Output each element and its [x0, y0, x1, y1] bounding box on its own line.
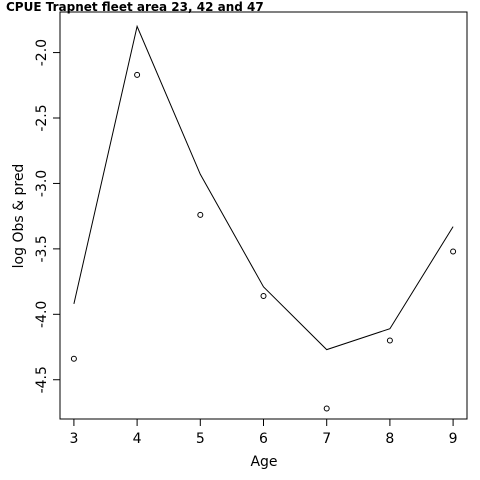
y-tick-label: -4.5 [34, 366, 50, 393]
x-tick-label: 7 [322, 431, 331, 447]
x-tick-label: 8 [385, 431, 394, 447]
y-tick-label: -3.0 [34, 170, 50, 197]
y-tick-label: -4.0 [34, 301, 50, 328]
x-tick-label: 5 [196, 431, 205, 447]
observed-point [260, 292, 267, 299]
y-axis-label: log Obs & pred [11, 164, 27, 269]
y-tick-label: -3.5 [34, 235, 50, 262]
observed-point [386, 337, 393, 344]
x-tick-label: 4 [133, 431, 142, 447]
observed-point [134, 71, 141, 78]
observed-point [70, 355, 77, 362]
observed-point [197, 211, 204, 218]
y-tick-label: -2.5 [34, 104, 50, 131]
y-tick-label: -2.0 [34, 39, 50, 66]
observed-point [450, 248, 457, 255]
series-layer [70, 24, 457, 412]
x-axis: 3 4 5 6 7 8 9 [69, 419, 458, 447]
chart-title: CPUE Trapnet fleet area 23, 42 and 47 [6, 0, 264, 14]
x-tick-label: 3 [69, 431, 78, 447]
predicted-line [73, 24, 454, 351]
x-tick-label: 6 [259, 431, 268, 447]
x-tick-label: 9 [449, 431, 458, 447]
plot-frame [59, 11, 468, 420]
observed-point [323, 405, 330, 412]
x-axis-label: Age [250, 454, 277, 470]
y-axis: -4.5 -4.0 -3.5 -3.0 -2.5 -2.0 [34, 39, 60, 393]
